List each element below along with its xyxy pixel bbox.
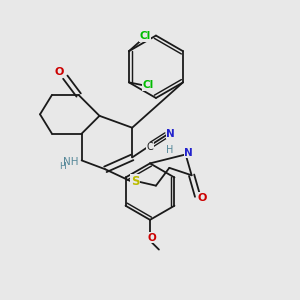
Text: H: H [59,162,66,171]
Text: NH: NH [64,157,79,167]
Text: Cl: Cl [142,80,154,90]
Text: O: O [197,193,207,202]
Text: N: N [167,129,175,139]
Text: C: C [147,142,153,152]
Text: O: O [55,67,64,77]
Text: H: H [166,145,173,155]
Text: O: O [147,233,156,243]
Text: Cl: Cl [140,31,151,41]
Text: N: N [184,148,193,158]
Text: S: S [131,175,140,188]
